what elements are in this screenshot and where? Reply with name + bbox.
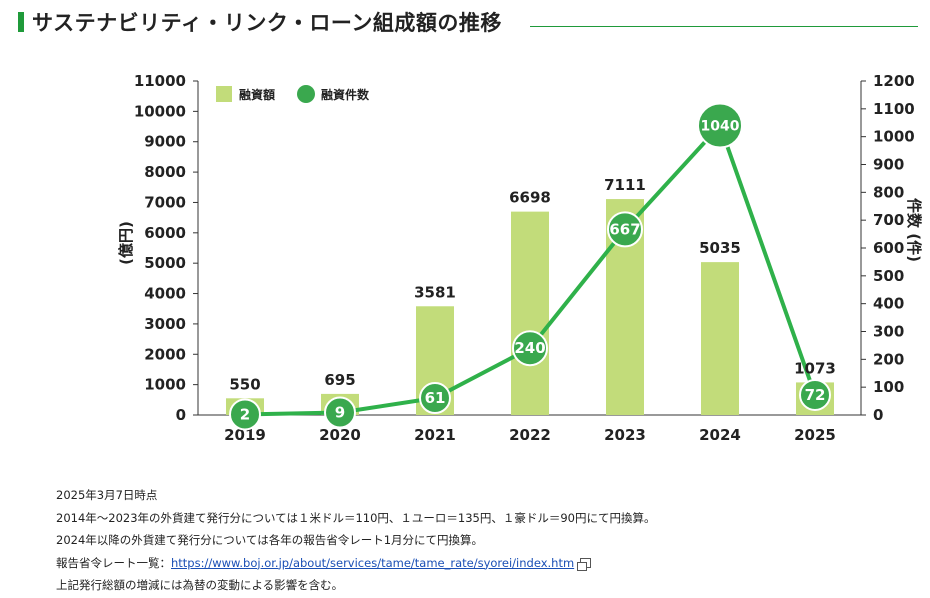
external-link-icon[interactable] [577, 557, 592, 571]
count-marker-label: 61 [425, 389, 446, 407]
right-tick-label: 400 [873, 295, 904, 313]
x-tick-label: 2025 [794, 426, 836, 444]
bar-value-label: 7111 [604, 176, 646, 194]
count-marker [229, 398, 261, 431]
count-marker [324, 396, 356, 429]
right-axis-title: 件数 (件) [905, 198, 923, 262]
right-tick-label: 900 [873, 156, 904, 174]
left-tick-label: 9000 [144, 133, 186, 151]
right-tick-label: 300 [873, 323, 904, 341]
right-tick-label: 100 [873, 378, 904, 396]
count-marker-label: 240 [514, 339, 545, 357]
left-tick-label: 1000 [144, 376, 186, 394]
note-fx-impact: 上記発行総額の増減には為替の変動による影響を含む。 [56, 578, 344, 592]
count-marker [799, 378, 831, 411]
count-marker [697, 102, 743, 149]
x-tick-label: 2022 [509, 426, 551, 444]
count-marker [607, 211, 643, 248]
legend-bar-label: 融資額 [239, 87, 275, 102]
bar-value-label: 550 [229, 375, 260, 393]
left-tick-label: 6000 [144, 224, 186, 242]
note-fx-2024: 2024年以降の外貨建て発行分については各年の報告省令レート1月分にて円換算。 [56, 533, 484, 547]
legend-line-swatch [297, 85, 315, 103]
right-tick-label: 700 [873, 211, 904, 229]
x-tick-label: 2019 [224, 426, 266, 444]
count-marker-label: 72 [805, 386, 826, 404]
left-tick-label: 8000 [144, 163, 186, 181]
count-marker-label: 2 [240, 405, 250, 423]
title-rule [530, 26, 918, 27]
left-tick-label: 11000 [134, 72, 186, 90]
x-tick-label: 2020 [319, 426, 361, 444]
left-tick-label: 2000 [144, 345, 186, 363]
count-marker [419, 382, 451, 415]
right-tick-label: 1100 [873, 100, 915, 118]
x-tick-label: 2024 [699, 426, 741, 444]
right-tick-label: 800 [873, 183, 904, 201]
page-title: サステナビリティ・リンク・ローン組成額の推移 [32, 11, 502, 35]
left-tick-label: 7000 [144, 193, 186, 211]
count-marker-label: 1040 [701, 119, 740, 135]
notes: 2025年3月7日時点 2014年～2023年の外貨建て発行分については１米ドル… [56, 484, 656, 597]
right-tick-label: 600 [873, 239, 904, 257]
right-tick-label: 1200 [873, 72, 915, 90]
right-tick-label: 0 [873, 406, 883, 424]
combo-chart: 0100020003000400050006000700080009000100… [117, 72, 923, 444]
left-tick-label: 3000 [144, 315, 186, 333]
rate-list-link[interactable]: https://www.boj.or.jp/about/services/tam… [171, 555, 575, 570]
bar-value-label: 1073 [794, 359, 836, 377]
right-tick-label: 500 [873, 267, 904, 285]
bar-value-label: 6698 [509, 189, 551, 207]
bar-value-label: 3581 [414, 283, 456, 301]
left-tick-label: 4000 [144, 285, 186, 303]
title-accent-bar [18, 12, 24, 32]
note-date: 2025年3月7日時点 [56, 488, 158, 502]
bar-value-label: 5035 [699, 239, 741, 257]
legend-bar-swatch [216, 86, 232, 102]
legend-line-label: 融資件数 [321, 87, 370, 102]
note-fx-rate: 2014年～2023年の外貨建て発行分については１米ドル＝110円、１ユーロ＝1… [56, 510, 656, 525]
left-tick-label: 10000 [134, 102, 186, 120]
left-tick-label: 0 [176, 406, 186, 424]
page-header: サステナビリティ・リンク・ローン組成額の推移 [0, 0, 930, 44]
right-tick-label: 1000 [873, 128, 915, 146]
count-marker [512, 330, 548, 367]
x-tick-label: 2021 [414, 426, 456, 444]
note-rate-list: 報告省令レート一覧：https://www.boj.or.jp/about/se… [56, 552, 656, 575]
bar [701, 262, 739, 415]
count-marker-label: 9 [335, 403, 345, 421]
note-rate-list-label: 報告省令レート一覧： [56, 555, 171, 570]
left-tick-label: 5000 [144, 254, 186, 272]
count-marker-label: 667 [609, 220, 640, 238]
bar-value-label: 695 [324, 371, 355, 389]
bar [511, 211, 549, 415]
left-axis-title: (億円) [117, 221, 135, 265]
right-tick-label: 200 [873, 350, 904, 368]
x-tick-label: 2023 [604, 426, 646, 444]
